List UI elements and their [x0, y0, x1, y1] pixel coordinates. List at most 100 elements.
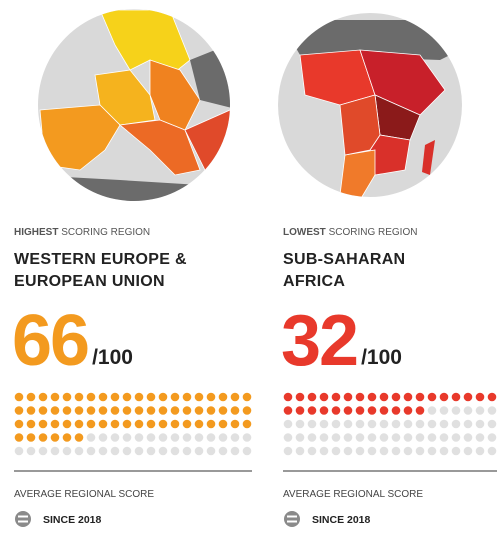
- score-dot-filled: [182, 419, 192, 429]
- no-change-icon: [15, 511, 31, 527]
- score-dot-filled: [206, 392, 216, 402]
- score-dot-empty: [475, 446, 485, 456]
- score-dot-empty: [307, 419, 317, 429]
- score-dot-filled: [403, 392, 413, 402]
- score-dot-empty: [355, 446, 365, 456]
- score-dot-empty: [463, 419, 473, 429]
- score-dot-empty: [158, 433, 168, 442]
- score-dot-filled: [355, 406, 365, 415]
- score-dot-filled: [170, 406, 180, 415]
- score-dot-filled: [98, 419, 108, 429]
- score-dot-filled: [146, 406, 156, 415]
- score-dot-empty: [463, 446, 473, 456]
- score-dot-filled: [98, 392, 108, 402]
- score-dot-filled: [98, 406, 108, 415]
- score-dot-empty: [38, 446, 48, 456]
- score-dot-empty: [451, 406, 461, 415]
- score-dot-filled: [206, 419, 216, 429]
- score-dot-filled: [319, 406, 329, 415]
- score: 32: [281, 301, 357, 381]
- score-dot-filled: [62, 419, 72, 429]
- score-dot-filled: [14, 433, 24, 442]
- region-name: WESTERN EUROPE &: [14, 251, 187, 268]
- region-name: SUB-SAHARAN: [283, 251, 405, 268]
- score-dot-filled: [343, 392, 353, 402]
- score-dot-filled: [427, 392, 437, 402]
- score-dot-empty: [343, 446, 353, 456]
- score-dot-empty: [307, 446, 317, 456]
- score-dot-filled: [206, 406, 216, 415]
- score-dot-filled: [50, 392, 60, 402]
- score-dot-filled: [110, 392, 120, 402]
- score-dot-empty: [367, 446, 377, 456]
- score-dot-filled: [62, 406, 72, 415]
- score-dot-filled: [307, 392, 317, 402]
- score-dot-empty: [62, 446, 72, 456]
- kicker-rest: SCORING REGION: [329, 227, 418, 238]
- footer-title: AVERAGE REGIONAL SCORE: [283, 489, 423, 500]
- score-dot-empty: [134, 433, 144, 442]
- score-dot-empty: [182, 433, 192, 442]
- score-dot-filled: [62, 433, 72, 442]
- score-dot-filled: [74, 419, 84, 429]
- score-dot-filled: [26, 419, 36, 429]
- score-max: /100: [92, 346, 133, 369]
- score-dot-empty: [427, 419, 437, 429]
- score-dot-filled: [283, 392, 293, 402]
- score-dot-filled: [74, 406, 84, 415]
- score-dot-empty: [319, 419, 329, 429]
- score-dot-filled: [379, 406, 389, 415]
- score-dot-filled: [487, 392, 497, 402]
- score-dot-empty: [355, 433, 365, 442]
- score-dot-filled: [230, 406, 240, 415]
- score-dot-filled: [26, 433, 36, 442]
- kicker-strong: HIGHEST: [14, 227, 58, 238]
- score-dot-filled: [122, 406, 132, 415]
- score-dot-filled: [331, 406, 341, 415]
- score-dot-empty: [86, 433, 96, 442]
- score-dot-empty: [451, 446, 461, 456]
- score-dot-empty: [463, 433, 473, 442]
- score-dot-empty: [331, 446, 341, 456]
- score-dot-filled: [355, 392, 365, 402]
- score-dot-filled: [14, 392, 24, 402]
- score-dot-empty: [218, 433, 228, 442]
- no-change-icon: [284, 511, 300, 527]
- score-dot-empty: [403, 419, 413, 429]
- kicker-rest: SCORING REGION: [61, 227, 150, 238]
- score-dot-filled: [170, 392, 180, 402]
- score-dot-empty: [451, 419, 461, 429]
- score-dot-empty: [475, 406, 485, 415]
- score-dot-empty: [415, 419, 425, 429]
- score-dot-filled: [86, 406, 96, 415]
- score-dot-empty: [415, 433, 425, 442]
- score-dot-filled: [38, 392, 48, 402]
- score-dot-empty: [98, 433, 108, 442]
- score-dot-filled: [158, 406, 168, 415]
- score-dot-filled: [14, 406, 24, 415]
- score-dot-empty: [391, 433, 401, 442]
- score-dot-empty: [367, 433, 377, 442]
- region-name: EUROPEAN UNION: [14, 273, 165, 290]
- score-dot-empty: [146, 433, 156, 442]
- score-dot-filled: [451, 392, 461, 402]
- score-dot-empty: [343, 433, 353, 442]
- score-dot-filled: [415, 392, 425, 402]
- score-dot-filled: [367, 406, 377, 415]
- footer-title: AVERAGE REGIONAL SCORE: [14, 489, 154, 500]
- score-dot-empty: [427, 433, 437, 442]
- score-dot-empty: [146, 446, 156, 456]
- score-dot-filled: [307, 406, 317, 415]
- score-dot-empty: [379, 419, 389, 429]
- score-dot-filled: [86, 392, 96, 402]
- score-dot-filled: [218, 419, 228, 429]
- score-dot-empty: [110, 446, 120, 456]
- score-dot-empty: [122, 433, 132, 442]
- score-dot-empty: [403, 433, 413, 442]
- score-dot-filled: [194, 406, 204, 415]
- score-dot-filled: [170, 419, 180, 429]
- score-dot-empty: [427, 406, 437, 415]
- region-kicker: LOWEST SCORING REGION: [283, 227, 417, 238]
